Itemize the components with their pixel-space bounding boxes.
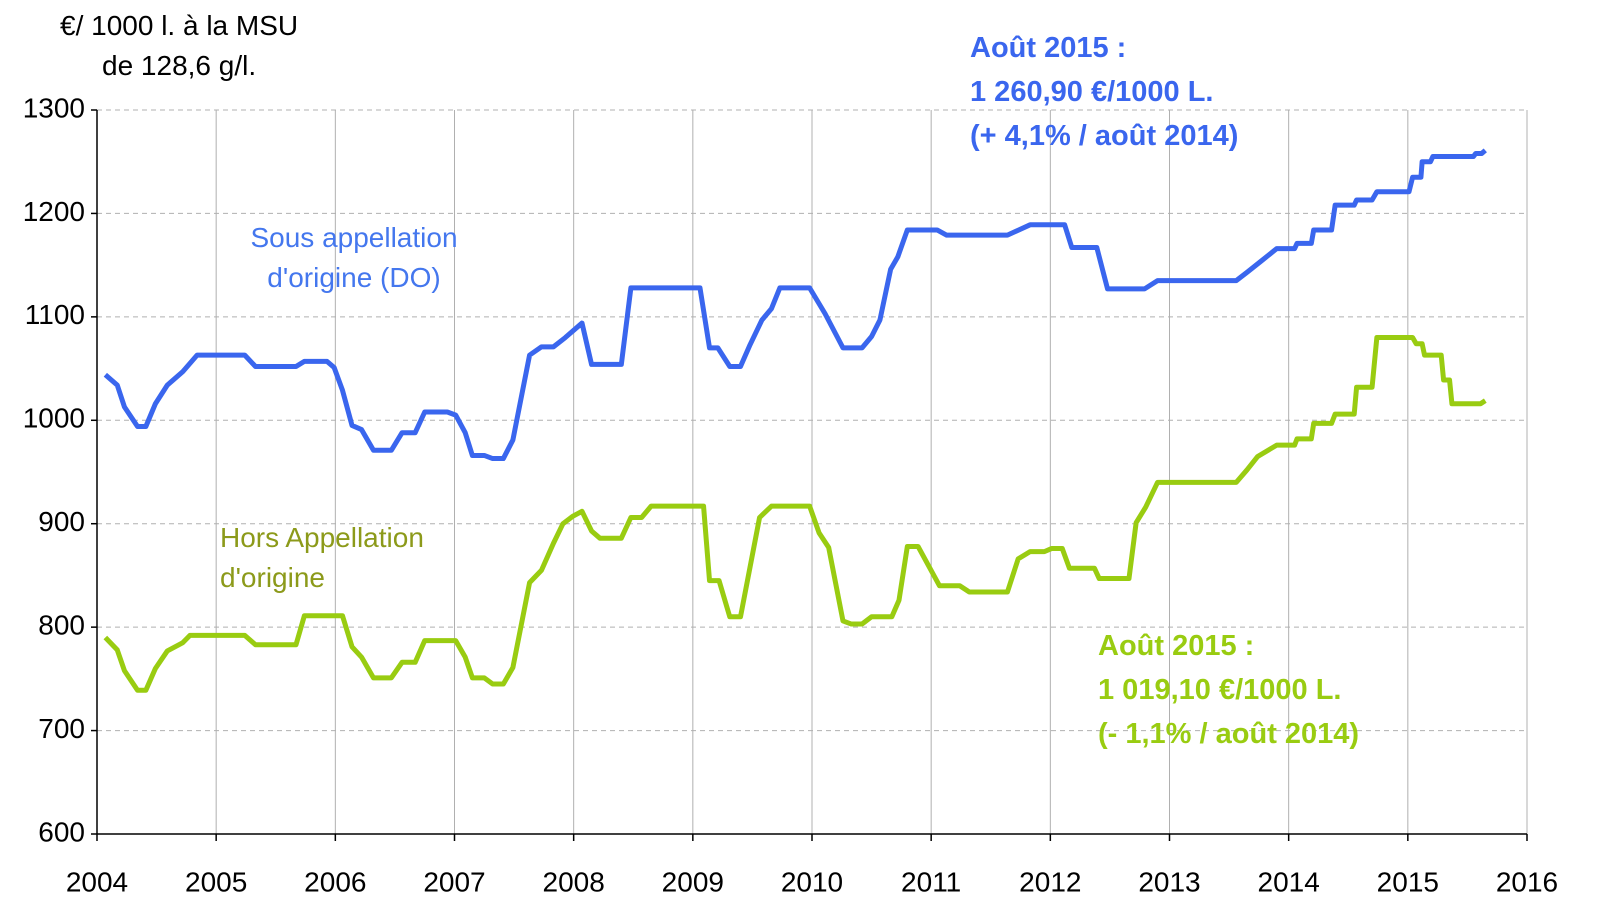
x-tick-label: 2009 <box>662 866 724 897</box>
x-tick-label: 2012 <box>1019 866 1081 897</box>
y-tick-label: 700 <box>38 713 85 744</box>
series-line <box>103 335 1487 693</box>
annotation-line: (- 1,1% / août 2014) <box>1098 718 1360 750</box>
y-tick-label: 1300 <box>23 92 85 123</box>
series-label: Hors Appellation d'origine <box>220 522 424 593</box>
y-tick-label: 900 <box>38 506 85 537</box>
y-tick-label: 800 <box>38 610 85 641</box>
x-tick-label: 2008 <box>543 866 605 897</box>
annotation-line: Août 2015 : <box>970 32 1127 64</box>
annotation-line: (+ 4,1% / août 2014) <box>970 120 1239 152</box>
x-tick-label: 2004 <box>66 866 128 897</box>
x-tick-label: 2015 <box>1377 866 1439 897</box>
annotation: Août 2015 : 1 019,10 €/1000 L. (- 1,1% /… <box>1098 624 1359 756</box>
x-tick-label: 2006 <box>304 866 366 897</box>
y-axis-label: €/ 1000 l. à la MSU de 128,6 g/l. <box>60 6 298 86</box>
x-tick-label: 2016 <box>1496 866 1558 897</box>
y-label-line: €/ 1000 l. à la MSU <box>60 10 299 41</box>
y-tick-label: 600 <box>38 816 85 847</box>
y-tick-label: 1100 <box>25 299 85 330</box>
x-tick-label: 2013 <box>1138 866 1200 897</box>
annotation-line: Août 2015 : <box>1098 630 1255 662</box>
y-label-line: de 128,6 g/l. <box>102 50 257 81</box>
x-tick-label: 2011 <box>901 866 961 897</box>
annotation-line: 1 260,90 €/1000 L. <box>970 76 1214 108</box>
annotation: Août 2015 : 1 260,90 €/1000 L. (+ 4,1% /… <box>970 26 1238 158</box>
annotation-line: 1 019,10 €/1000 L. <box>1098 674 1342 706</box>
y-tick-label: 1000 <box>23 403 85 434</box>
x-tick-label: 2005 <box>185 866 247 897</box>
x-tick-label: 2014 <box>1258 866 1320 897</box>
series-line <box>103 148 1487 462</box>
x-tick-label: 2010 <box>781 866 843 897</box>
series-label: Sous appellation d'origine (DO) <box>250 222 458 293</box>
x-tick-label: 2007 <box>423 866 485 897</box>
y-tick-label: 1200 <box>23 196 85 227</box>
